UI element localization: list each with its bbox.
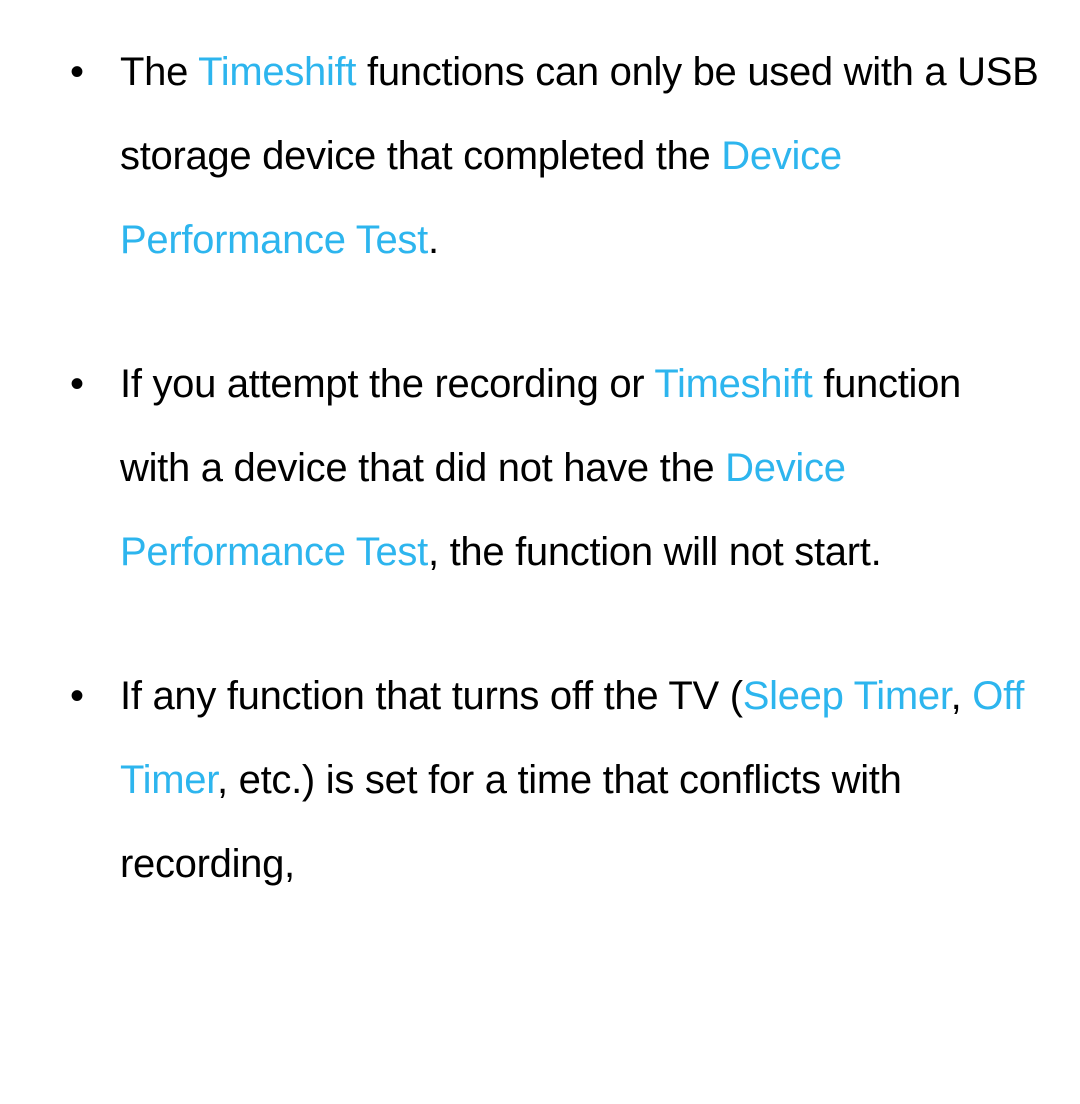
body-text: If you attempt the recording or bbox=[120, 362, 654, 406]
body-text: . bbox=[428, 218, 439, 262]
body-text: The bbox=[120, 50, 198, 94]
body-text: , etc.) is set for a time that conflicts… bbox=[120, 758, 902, 886]
bullet-list: The Timeshift functions can only be used… bbox=[50, 30, 1040, 906]
bullet-item: The Timeshift functions can only be used… bbox=[50, 30, 1040, 282]
bullet-item: If you attempt the recording or Timeshif… bbox=[50, 342, 1040, 594]
highlight-text: Sleep Timer bbox=[743, 674, 951, 718]
body-text: , the function will not start. bbox=[428, 530, 881, 574]
body-text: , bbox=[951, 674, 973, 718]
highlight-text: Timeshift bbox=[654, 362, 812, 406]
body-text: If any function that turns off the TV ( bbox=[120, 674, 743, 718]
highlight-text: Timeshift bbox=[198, 50, 356, 94]
bullet-item: If any function that turns off the TV (S… bbox=[50, 654, 1040, 906]
